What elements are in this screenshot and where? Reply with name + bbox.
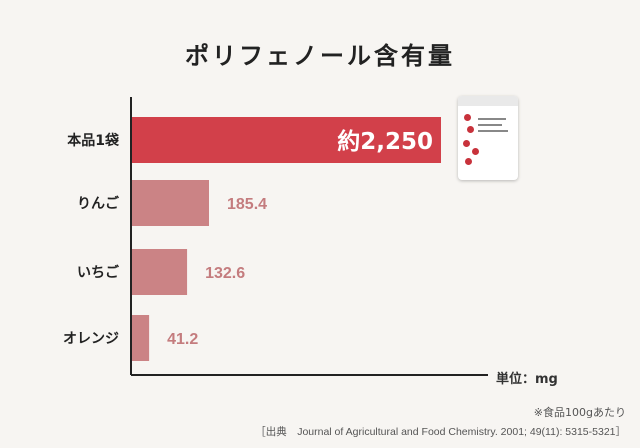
category-label-1: りんご <box>77 195 120 212</box>
category-label-3: オレンジ <box>63 331 119 347</box>
value-label-3: 41.2 <box>167 331 198 348</box>
bar-1 <box>132 180 209 226</box>
value-label-2: 132.6 <box>205 265 245 282</box>
bar-2 <box>132 249 188 295</box>
source-citation: ［出典 Journal of Agricultural and Food Che… <box>255 426 626 438</box>
product-package-icon <box>458 96 518 180</box>
value-label-0: 約2,250 <box>337 128 433 155</box>
bar-3 <box>132 315 150 361</box>
chart-title: ポリフェノール含有量 <box>185 42 455 70</box>
value-label-1: 185.4 <box>227 196 267 213</box>
bar-0 <box>132 117 441 163</box>
category-label-0: 本品1袋 <box>67 132 120 149</box>
category-label-2: いちご <box>77 264 120 281</box>
unit-label: 単位：mg <box>496 372 558 387</box>
footnote: ※食品100gあたり <box>533 406 626 419</box>
